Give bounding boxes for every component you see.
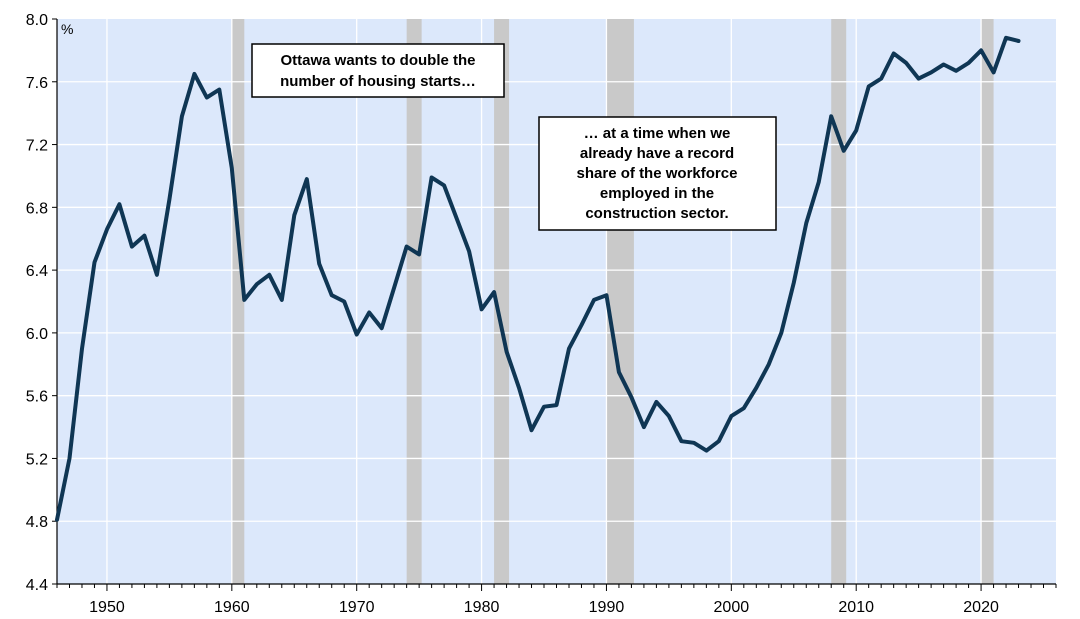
x-axis-ticks: 1950 1960 1970 1980 1990 2000 2010 2020	[56, 584, 1057, 616]
annotation-line: number of housing starts…	[280, 73, 476, 90]
x-tick-label: 1960	[214, 599, 250, 616]
series-layer	[55, 35, 1021, 522]
annotation-record-share: … at a time when we already have a recor…	[538, 116, 777, 231]
recession-band	[406, 19, 422, 584]
y-axis-ticks: 4.4 4.8 5.2 5.6 6.0 6.4 6.8 7.2 7.6 8.0	[26, 12, 57, 594]
x-tick-label: 2000	[714, 599, 750, 616]
y-unit-label: %	[61, 21, 73, 37]
annotation-line: construction sector.	[585, 205, 728, 222]
recession-band	[494, 19, 510, 584]
x-tick-label: 2010	[838, 599, 874, 616]
recession-band	[606, 19, 634, 584]
y-tick-label: 6.0	[26, 326, 48, 343]
annotation-line: employed in the	[600, 185, 714, 202]
y-tick-label: 4.8	[26, 514, 48, 531]
recession-band	[981, 19, 994, 584]
y-tick-label: 6.4	[26, 263, 48, 280]
y-tick-label: 5.2	[26, 451, 48, 468]
plot-background	[57, 19, 1056, 584]
recession-bands	[231, 19, 994, 584]
y-tick-label: 7.2	[26, 138, 48, 155]
y-tick-label: 8.0	[26, 12, 48, 29]
recession-band	[231, 19, 245, 584]
y-tick-label: 4.4	[26, 577, 48, 594]
x-tick-label: 1950	[89, 599, 125, 616]
annotation-box	[538, 116, 777, 231]
y-tick-label: 7.6	[26, 75, 48, 92]
annotation-line: already have a record	[580, 145, 734, 162]
y-tick-label: 6.8	[26, 200, 48, 217]
x-tick-label: 2020	[963, 599, 999, 616]
x-tick-label: 1990	[589, 599, 625, 616]
y-tick-label: 5.6	[26, 389, 48, 406]
annotation-line: … at a time when we	[584, 125, 731, 142]
annotation-line: Ottawa wants to double the	[280, 52, 475, 69]
annotation-housing-starts: Ottawa wants to double the number of hou…	[251, 43, 505, 98]
recession-band	[831, 19, 847, 584]
annotation-line: share of the workforce	[577, 165, 738, 182]
x-tick-label: 1980	[464, 599, 500, 616]
x-tick-label: 1970	[339, 599, 375, 616]
annotation-box	[251, 43, 505, 98]
series-line	[55, 35, 1021, 522]
